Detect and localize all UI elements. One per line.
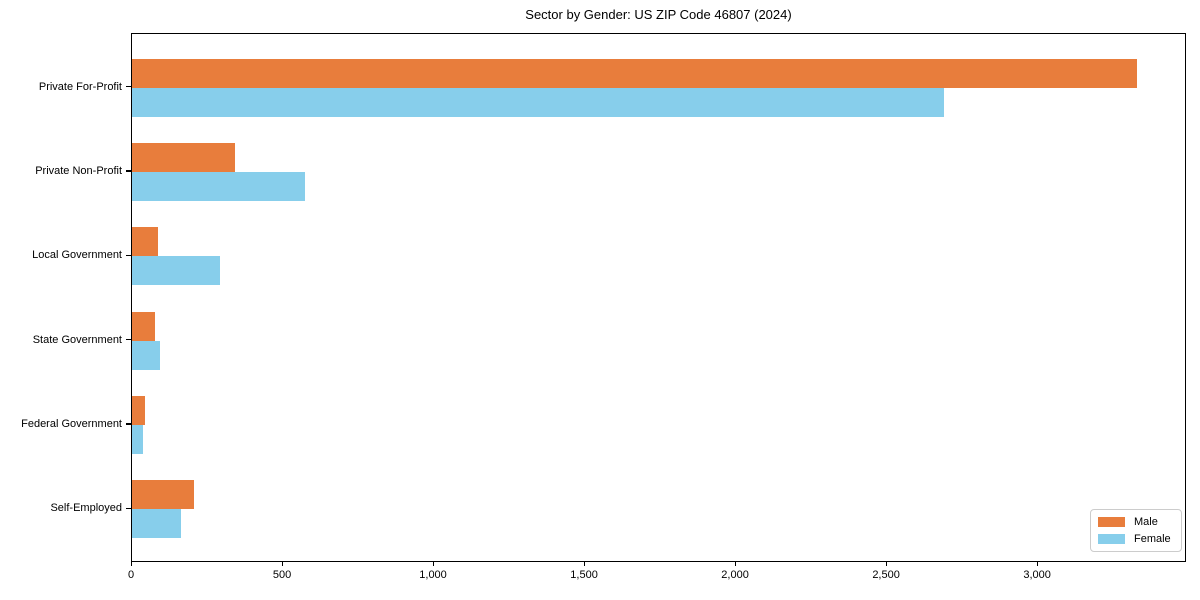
- x-tick-mark: [433, 562, 435, 566]
- category-label-private-for-profit: Private For-Profit: [38, 80, 122, 93]
- bar-female-local-government: [132, 256, 220, 286]
- legend-label-male: Male: [1134, 516, 1158, 528]
- y-tick-mark: [126, 170, 131, 172]
- bar-female-self-employed: [132, 509, 181, 539]
- bar-female-private-for-profit: [132, 87, 945, 117]
- bars-layer: [132, 34, 1185, 561]
- y-tick-mark: [126, 423, 131, 425]
- x-tick-mark: [282, 562, 284, 566]
- y-tick-mark: [126, 507, 131, 509]
- bar-female-state-government: [132, 340, 161, 370]
- category-label-state-government: State Government: [32, 333, 122, 346]
- category-label-federal-government: Federal Government: [21, 418, 122, 431]
- x-tick-mark: [131, 562, 133, 566]
- y-tick-mark: [126, 86, 131, 88]
- x-tick-mark: [1037, 562, 1039, 566]
- category-label-self-employed: Self-Employed: [50, 502, 122, 515]
- chart-title: Sector by Gender: US ZIP Code 46807 (202…: [525, 7, 792, 22]
- x-tick-mark: [584, 562, 586, 566]
- legend: Male Female: [1090, 509, 1182, 552]
- x-tick-label-500: 500: [272, 569, 292, 581]
- y-tick-mark: [126, 254, 131, 256]
- y-tick-mark: [126, 339, 131, 341]
- legend-label-female: Female: [1134, 533, 1171, 545]
- bar-male-self-employed: [132, 480, 194, 510]
- x-tick-mark: [735, 562, 737, 566]
- x-tick-label-0: 0: [127, 569, 135, 581]
- x-tick-label-1-500: 1,500: [570, 569, 598, 581]
- x-tick-label-3-000: 3,000: [1023, 569, 1051, 581]
- legend-item-female: Female: [1098, 533, 1171, 545]
- x-tick-label-2-000: 2,000: [721, 569, 749, 581]
- plot-area: [131, 33, 1186, 562]
- bar-male-state-government: [132, 311, 155, 341]
- bar-male-private-for-profit: [132, 58, 1137, 88]
- legend-item-male: Male: [1098, 516, 1171, 528]
- bar-male-private-non-profit: [132, 143, 235, 173]
- x-tick-label-1-000: 1,000: [419, 569, 447, 581]
- bar-female-private-non-profit: [132, 172, 306, 202]
- x-tick-label-2-500: 2,500: [872, 569, 900, 581]
- category-label-private-non-profit: Private Non-Profit: [35, 165, 122, 178]
- legend-swatch-female: [1098, 534, 1125, 544]
- bar-male-local-government: [132, 227, 158, 257]
- bar-male-federal-government: [132, 396, 146, 426]
- bar-female-federal-government: [132, 425, 144, 455]
- x-tick-mark: [886, 562, 888, 566]
- legend-swatch-male: [1098, 517, 1125, 527]
- category-label-local-government: Local Government: [32, 249, 122, 262]
